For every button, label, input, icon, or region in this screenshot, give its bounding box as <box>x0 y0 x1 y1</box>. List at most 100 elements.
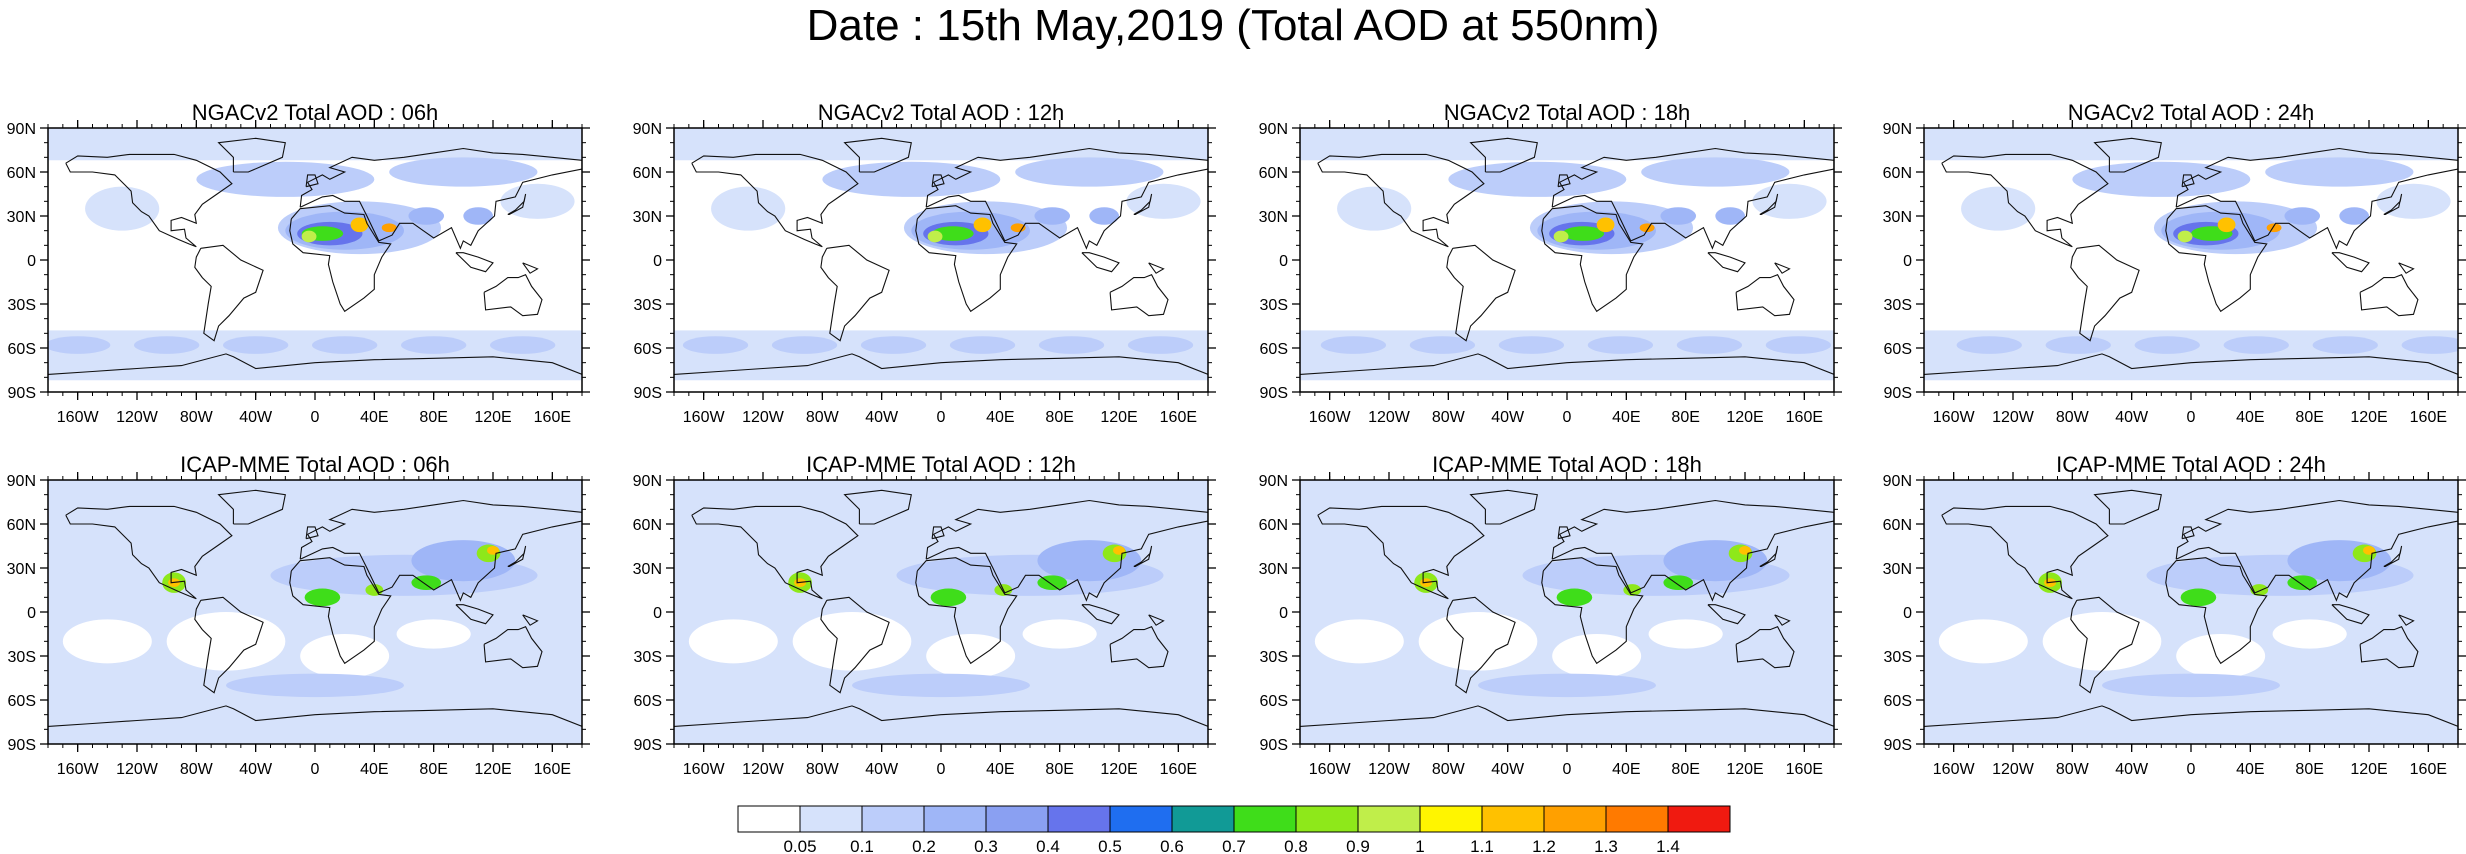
lat-tick-label: 90N <box>633 473 662 490</box>
lon-tick-label: 160E <box>2410 409 2447 426</box>
colorbar-label: 1.3 <box>1594 837 1618 854</box>
lat-tick-label: 90S <box>1884 385 1912 402</box>
lat-tick-label: 90S <box>1884 737 1912 754</box>
lon-tick-label: 80W <box>806 409 840 426</box>
colorbar-swatch <box>861 805 925 833</box>
lat-tick-label: 30S <box>8 297 36 314</box>
colorbar-label: 0.2 <box>912 837 936 854</box>
lon-tick-label: 40E <box>2236 761 2264 778</box>
lat-tick-label: 30N <box>1883 561 1912 578</box>
lat-tick-label: 30N <box>1883 209 1912 226</box>
lat-tick-label: 0 <box>653 253 662 270</box>
colorbar-swatch <box>737 805 801 833</box>
lat-tick-label: 0 <box>1903 253 1912 270</box>
lon-tick-label: 120W <box>1992 409 2035 426</box>
lon-tick-label: 40W <box>1491 409 1525 426</box>
colorbar-swatch <box>1667 805 1731 833</box>
lon-tick-label: 40E <box>1612 409 1640 426</box>
colorbar-label: 0.8 <box>1284 837 1308 854</box>
lat-tick-label: 60N <box>633 165 662 182</box>
lon-tick-label: 160E <box>1160 761 1197 778</box>
colorbar-label: 1 <box>1415 837 1424 854</box>
lon-tick-label: 120W <box>742 409 785 426</box>
lat-tick-label: 90N <box>1883 473 1912 490</box>
lat-tick-label: 90S <box>634 385 662 402</box>
colorbar-swatch <box>1109 805 1173 833</box>
lon-tick-label: 80E <box>2295 761 2323 778</box>
lat-tick-label: 90N <box>633 121 662 138</box>
lat-tick-label: 60N <box>1883 517 1912 534</box>
lon-tick-label: 120W <box>1368 409 1411 426</box>
lon-tick-label: 80W <box>1432 761 1466 778</box>
lat-tick-label: 30N <box>633 561 662 578</box>
lat-tick-label: 0 <box>27 605 36 622</box>
lat-tick-label: 30N <box>633 209 662 226</box>
lon-tick-label: 0 <box>937 409 946 426</box>
lon-tick-label: 80W <box>2056 409 2090 426</box>
lat-tick-label: 60N <box>1259 165 1288 182</box>
lon-tick-label: 120W <box>1992 761 2035 778</box>
lat-tick-label: 60N <box>7 165 36 182</box>
lon-tick-label: 120E <box>1726 409 1763 426</box>
lat-tick-label: 60S <box>8 341 36 358</box>
lon-tick-label: 160W <box>683 761 726 778</box>
lat-tick-label: 60S <box>634 341 662 358</box>
lat-tick-label: 60S <box>1884 693 1912 710</box>
lat-tick-label: 90N <box>1259 121 1288 138</box>
lat-tick-label: 60N <box>633 517 662 534</box>
lon-tick-label: 80E <box>1671 409 1699 426</box>
colorbar-label: 0.6 <box>1160 837 1184 854</box>
lat-tick-label: 30S <box>634 649 662 666</box>
colorbar-label: 0.3 <box>974 837 998 854</box>
lon-tick-label: 0 <box>2187 409 2196 426</box>
lon-tick-label: 80W <box>180 761 214 778</box>
lon-tick-label: 40W <box>865 409 899 426</box>
lon-tick-label: 0 <box>1563 761 1572 778</box>
lon-tick-label: 0 <box>937 761 946 778</box>
lat-tick-label: 30S <box>634 297 662 314</box>
lon-tick-label: 40W <box>1491 761 1525 778</box>
lat-tick-label: 30N <box>1259 561 1288 578</box>
lat-tick-label: 0 <box>1903 605 1912 622</box>
lat-tick-label: 90S <box>1260 385 1288 402</box>
lon-tick-label: 0 <box>2187 761 2196 778</box>
colorbar-label: 0.4 <box>1036 837 1060 854</box>
colorbar-swatch <box>1419 805 1483 833</box>
lat-tick-label: 30S <box>1884 649 1912 666</box>
lat-tick-label: 0 <box>27 253 36 270</box>
lon-tick-label: 160E <box>2410 761 2447 778</box>
colorbar-label: 0.9 <box>1346 837 1370 854</box>
lon-tick-label: 160E <box>534 409 571 426</box>
lon-tick-label: 120E <box>474 761 511 778</box>
lon-tick-label: 40E <box>986 761 1014 778</box>
lat-tick-label: 30N <box>7 209 36 226</box>
colorbar-label: 1.4 <box>1656 837 1680 854</box>
colorbar-swatch <box>1605 805 1669 833</box>
lon-tick-label: 0 <box>311 409 320 426</box>
lon-tick-label: 120E <box>2350 409 2387 426</box>
lon-tick-label: 120W <box>116 761 159 778</box>
lon-tick-label: 160W <box>1933 761 1976 778</box>
lon-tick-label: 160W <box>683 409 726 426</box>
aod-field <box>1924 128 2458 381</box>
lat-tick-label: 30S <box>1260 649 1288 666</box>
lon-tick-label: 160W <box>57 761 100 778</box>
lon-tick-label: 40E <box>986 409 1014 426</box>
lon-tick-label: 160W <box>1309 409 1352 426</box>
aod-field <box>48 128 582 381</box>
lon-tick-label: 120E <box>2350 761 2387 778</box>
lat-tick-label: 0 <box>653 605 662 622</box>
aod-field <box>1300 480 1834 744</box>
colorbar-label: 1.2 <box>1532 837 1556 854</box>
colorbar-swatch <box>923 805 987 833</box>
lon-tick-label: 80E <box>1671 761 1699 778</box>
lat-tick-label: 90S <box>8 385 36 402</box>
